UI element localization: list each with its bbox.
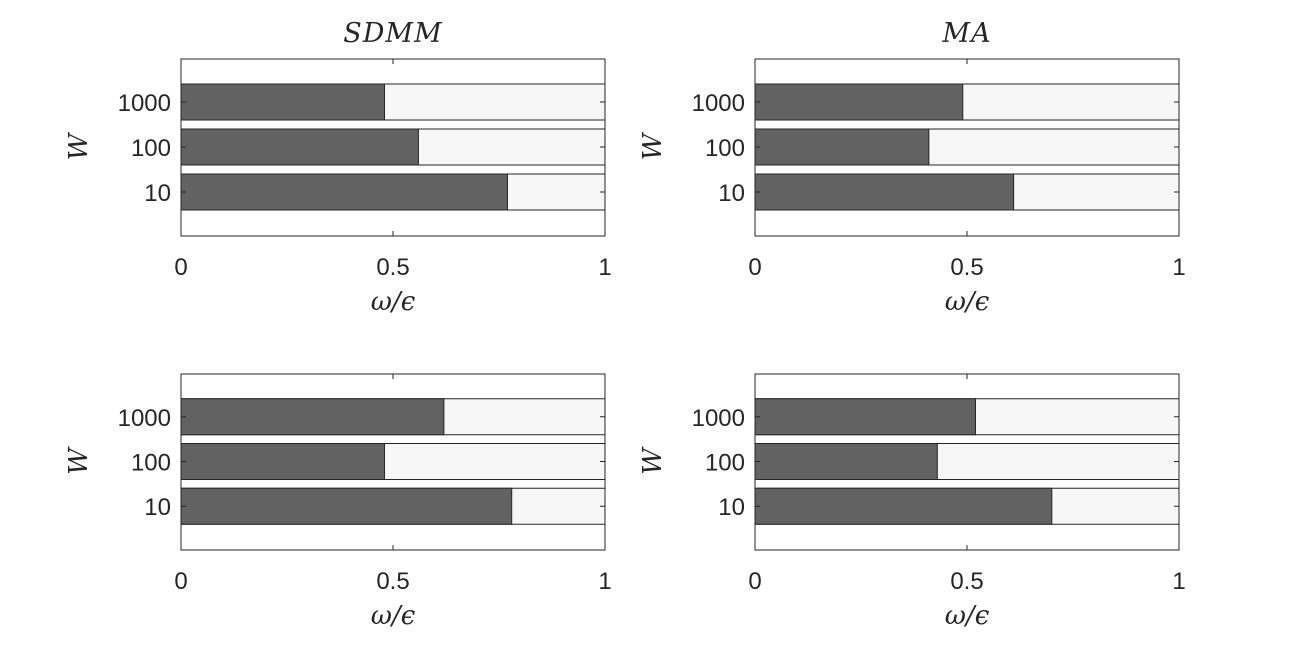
bar-value-10: [180, 487, 513, 525]
x-tick-label: 1: [1172, 568, 1185, 595]
bar-value-10: [754, 173, 1015, 211]
y-tick-label: 10: [718, 180, 745, 207]
y-tick-label: 100: [705, 450, 745, 477]
x-tick-label: 0.5: [950, 568, 983, 595]
x-axis-label: ω/ϵ: [945, 601, 990, 631]
x-tick-label: 0: [174, 568, 187, 595]
bar-value-100: [180, 443, 386, 481]
y-tick-label: 10: [718, 494, 745, 521]
bar-value-1000: [180, 83, 386, 121]
x-axis-label: ω/ϵ: [371, 287, 416, 317]
y-tick-label: 1000: [692, 405, 745, 432]
x-tick-label: 0.5: [950, 254, 983, 281]
bar-value-100: [180, 128, 419, 166]
y-tick-label: 1000: [118, 90, 171, 117]
x-axis-label: ω/ϵ: [371, 601, 416, 631]
bar-value-100: [754, 443, 938, 481]
y-tick-label: 100: [705, 135, 745, 162]
bar-value-10: [180, 173, 508, 211]
panel-1: 0 0.5 1 10 100 1000 ω/ϵ W SDMM: [64, 18, 612, 317]
y-tick-label: 1000: [118, 405, 171, 432]
x-tick-label: 0: [748, 254, 761, 281]
panel-title: SDMM: [343, 18, 443, 49]
x-tick-label: 0: [748, 568, 761, 595]
panel-4: 0 0.5 1 10 100 1000 ω/ϵ W: [638, 373, 1186, 631]
y-tick-label: 10: [144, 494, 171, 521]
bar-value-1000: [754, 83, 964, 121]
x-tick-label: 0: [174, 254, 187, 281]
x-tick-label: 1: [598, 568, 611, 595]
panel-title: MA: [941, 18, 991, 49]
bar-value-1000: [180, 398, 445, 436]
y-tick-label: 1000: [692, 90, 745, 117]
bar-value-1000: [754, 398, 976, 436]
y-axis-label: W: [638, 446, 668, 475]
y-axis-label: W: [64, 446, 94, 475]
x-tick-label: 1: [598, 254, 611, 281]
x-tick-label: 0.5: [376, 568, 409, 595]
y-axis-label: W: [64, 131, 94, 160]
x-tick-label: 1: [1172, 254, 1185, 281]
y-axis-label: W: [638, 131, 668, 160]
y-tick-label: 100: [131, 135, 171, 162]
panel-3: 0 0.5 1 10 100 1000 ω/ϵ W: [64, 373, 612, 631]
panel-2: 0 0.5 1 10 100 1000 ω/ϵ W MA: [638, 18, 1186, 317]
y-tick-label: 10: [144, 180, 171, 207]
x-axis-label: ω/ϵ: [945, 287, 990, 317]
x-tick-label: 0.5: [376, 254, 409, 281]
bar-value-100: [754, 128, 930, 166]
y-tick-label: 100: [131, 450, 171, 477]
bar-value-10: [754, 487, 1053, 525]
